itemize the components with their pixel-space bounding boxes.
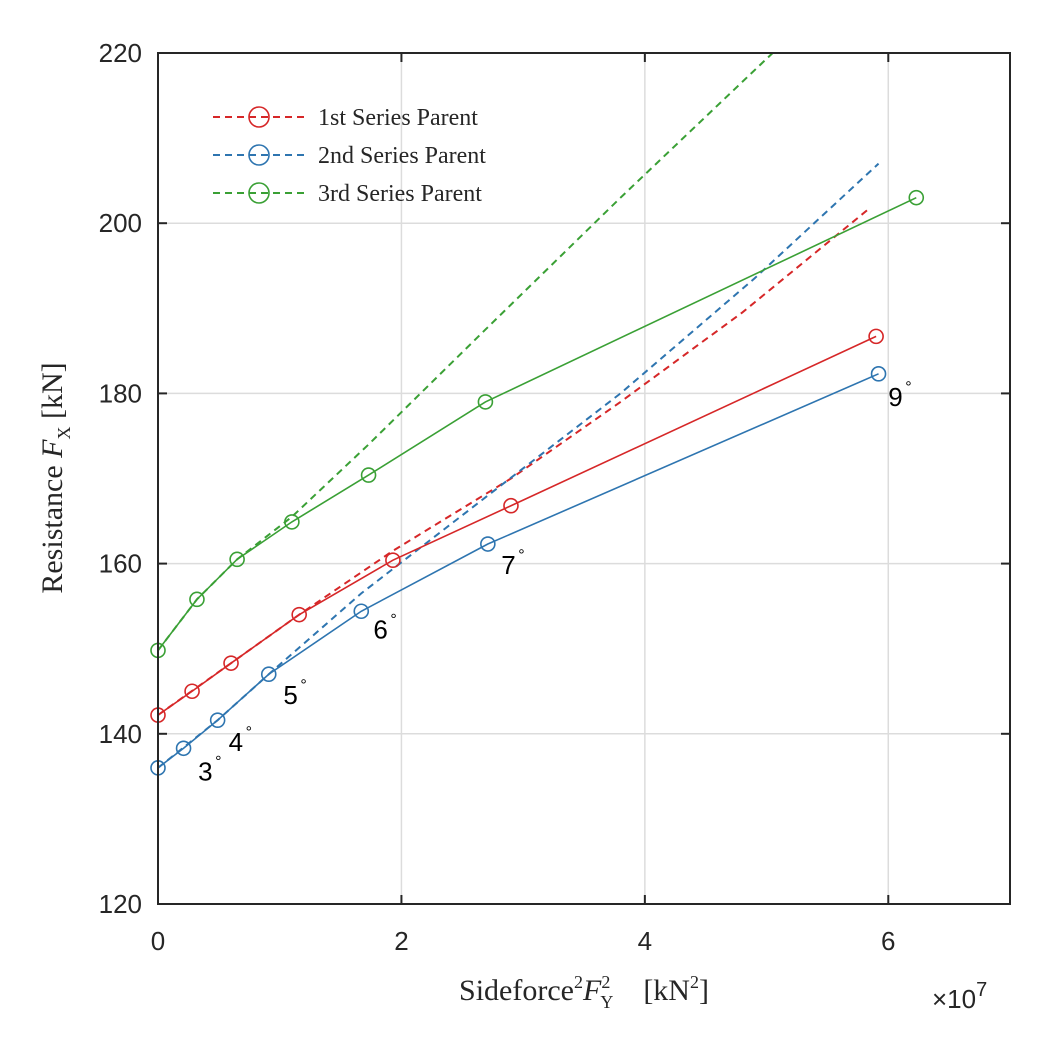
degree-symbol: ° [390,611,396,628]
point-series-3 [477,394,494,410]
degree-symbol: ° [905,379,911,396]
point-series-1 [223,655,239,671]
x-tick-label: 4 [638,926,652,956]
point-series-2 [870,366,887,382]
point-series-3 [908,189,925,206]
degree-symbol: ° [215,754,221,771]
degree-symbol: ° [518,547,524,564]
angle-label: 6 [373,614,387,644]
degree-symbol: ° [300,677,306,694]
line-series-1 [157,335,877,716]
point-series-3 [229,551,245,568]
point-series-3 [189,591,205,608]
y-tick-label: 140 [99,719,142,749]
point-series-2 [209,712,226,728]
line-series-2 [157,373,879,769]
x-tick-label: 0 [151,926,165,956]
y-tick-label: 180 [99,378,142,408]
fit-line-series-1 [158,207,871,716]
angle-label: 3 [198,757,212,787]
line-series-3 [157,196,917,651]
legend-entry: 2nd Series Parent [318,143,486,169]
point-series-1 [184,683,200,700]
point-series-2 [260,666,277,683]
degree-symbol: ° [246,724,252,741]
x-tick-label: 2 [394,926,408,956]
legend-swatch-marker [248,182,270,204]
legend-swatch-marker [248,106,270,128]
point-series-3 [360,467,377,483]
angle-annotations: 3 °4 °5 °6 °7 °9 ° [198,379,912,786]
legend: 1st Series Parent 2nd Series Parent 3rd Se… [213,105,486,207]
series-lines [157,196,917,769]
point-series-1 [385,552,401,568]
angle-label: 5 [283,680,297,710]
legend-swatch-marker [248,144,270,166]
legend-entry: 3rd Series Parent [318,181,482,207]
y-tick-label: 200 [99,208,142,238]
ticks: 0 2 4 6 120 140 160 180 200 220 [99,38,1010,956]
y-tick-label: 220 [99,38,142,68]
legend-entry: 1st Series Parent [318,105,478,131]
point-series-2 [353,603,370,620]
point-series-2 [175,740,192,757]
angle-label: 7 [501,550,515,580]
y-axis-label: Resistance FX [kN] [36,362,74,593]
point-series-1 [503,497,519,514]
point-series-3 [284,514,300,530]
x-multiplier: ×107 [932,979,987,1014]
point-series-1 [291,606,307,623]
fit-lines [158,53,880,769]
series-markers [150,189,925,776]
grid [158,53,1010,904]
x-tick-label: 6 [881,926,895,956]
angle-label: 4 [229,727,243,757]
plot-frame [157,52,1011,905]
y-tick-label: 160 [99,549,142,579]
y-tick-label: 120 [99,889,142,919]
angle-label: 9 [888,382,902,412]
point-series-2 [480,536,496,552]
x-axis-label: Sideforce2F2 Y [kN2] [459,972,709,1012]
point-series-1 [868,328,884,345]
